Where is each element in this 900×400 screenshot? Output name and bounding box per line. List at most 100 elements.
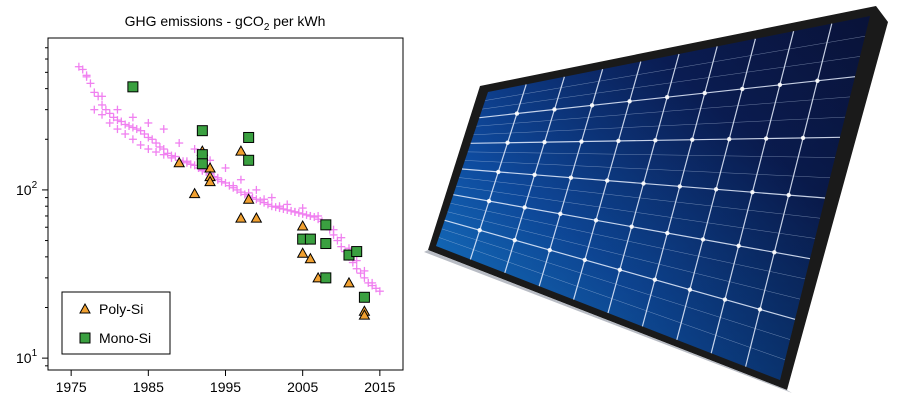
- cell-corner-dot: [542, 139, 547, 145]
- x-tick-label: 2005: [287, 379, 318, 395]
- mono-si-point: [196, 158, 208, 170]
- cell-corner-dot: [496, 169, 501, 175]
- mono-si-point: [243, 131, 255, 143]
- busbar-line: [482, 56, 861, 110]
- busbar-line: [438, 237, 786, 361]
- reference-point: [267, 202, 276, 211]
- reference-point: [337, 242, 346, 251]
- x-axis: 1975 1985 1995 2005 2015: [56, 370, 396, 395]
- reference-point: [271, 203, 280, 212]
- reference-point: [368, 278, 377, 287]
- reference-point: [105, 109, 114, 118]
- reference-point: [152, 139, 161, 148]
- reference-point: [171, 152, 180, 161]
- reference-point: [283, 200, 292, 209]
- busbar-line: [473, 116, 846, 136]
- reference-point: [252, 195, 261, 204]
- reference-point: [152, 148, 161, 157]
- reference-point: [275, 202, 284, 211]
- reference-point: [360, 266, 369, 275]
- cell-corner-dot: [700, 237, 706, 242]
- poly-si-point: [188, 187, 201, 199]
- reference-point: [113, 116, 122, 125]
- cell-corner-dot: [772, 250, 777, 255]
- cell-corner-dot: [589, 103, 595, 108]
- mono-si-point: [320, 219, 332, 231]
- reference-point: [229, 181, 238, 190]
- solar-panel-image: [424, 6, 888, 393]
- poly-si-point: [235, 145, 247, 156]
- cell-corner-dot: [652, 277, 658, 282]
- reference-point: [125, 121, 134, 130]
- reference-point: [175, 139, 184, 148]
- cell-corner-dot: [617, 267, 623, 273]
- busbar-line: [447, 211, 801, 300]
- mono-si-point: [304, 233, 316, 245]
- reference-point: [128, 135, 137, 144]
- y-tick-label: 102: [16, 180, 38, 198]
- cell-corner-dot: [579, 139, 584, 144]
- poly-si-point: [296, 219, 309, 231]
- legend-mono-si-label: Mono-Si: [99, 330, 151, 346]
- mono-si-point: [127, 81, 139, 93]
- reference-point: [128, 123, 137, 132]
- cell-corner-dot: [665, 230, 670, 236]
- reference-point: [121, 129, 130, 138]
- reference-point: [375, 287, 384, 296]
- reference-point: [132, 125, 141, 134]
- x-tick-label: 1975: [56, 379, 87, 395]
- reference-point: [90, 105, 99, 114]
- poly-si-point: [343, 276, 355, 288]
- cell-corner-dot: [736, 243, 741, 249]
- reference-point: [287, 206, 296, 215]
- reference-point: [148, 135, 157, 144]
- reference-point: [98, 110, 107, 119]
- cell-corner-dot: [486, 198, 492, 204]
- cell-corner-dot: [547, 247, 552, 253]
- reference-point: [167, 153, 176, 162]
- reference-point: [98, 100, 107, 109]
- poly-si-point: [173, 156, 186, 168]
- busbar-line: [476, 96, 851, 127]
- poly-si-point: [235, 212, 247, 223]
- cell-corner-dot: [522, 205, 527, 210]
- cell-corner-dot: [514, 111, 520, 116]
- mono-si-point: [351, 246, 363, 258]
- mono-si-point: [243, 154, 255, 166]
- reference-point: [221, 163, 230, 172]
- reference-point: [314, 211, 323, 220]
- cell-corner-dot: [512, 237, 517, 243]
- reference-point: [310, 213, 319, 222]
- poly-si-point: [358, 309, 371, 320]
- cell-corner-dot: [582, 257, 587, 263]
- busbar-line: [464, 160, 831, 179]
- mono-si-point: [320, 238, 332, 250]
- reference-point: [105, 118, 114, 127]
- legend-poly-si-label: Poly-Si: [99, 301, 143, 317]
- reference-point: [121, 120, 130, 129]
- mono-si-point: [358, 291, 370, 303]
- reference-point: [213, 173, 222, 182]
- cell-corner-dot: [750, 190, 755, 195]
- cell-corner-dot: [532, 172, 537, 177]
- reference-point: [290, 207, 299, 216]
- reference-point: [352, 256, 361, 265]
- reference-point: [337, 233, 346, 242]
- cell-corner-dot: [740, 86, 745, 92]
- panel-shading: [436, 16, 870, 380]
- legend-mono-si-marker: [79, 332, 91, 344]
- reference-point: [217, 177, 226, 186]
- cell-corner-dot: [629, 224, 634, 229]
- cell-corner-dot: [702, 90, 707, 96]
- cell-corner-dot: [690, 137, 695, 142]
- cell-grid: [438, 23, 866, 367]
- cell-corner-dot: [777, 82, 783, 88]
- busbar-line: [485, 35, 866, 101]
- reference-point: [267, 193, 276, 202]
- legend-poly-si-marker: [79, 302, 91, 314]
- cell-corner-dot: [558, 211, 563, 217]
- busbar-line: [441, 228, 791, 340]
- busbar-line: [450, 202, 806, 280]
- reference-point: [256, 196, 265, 205]
- reference-point: [140, 129, 149, 138]
